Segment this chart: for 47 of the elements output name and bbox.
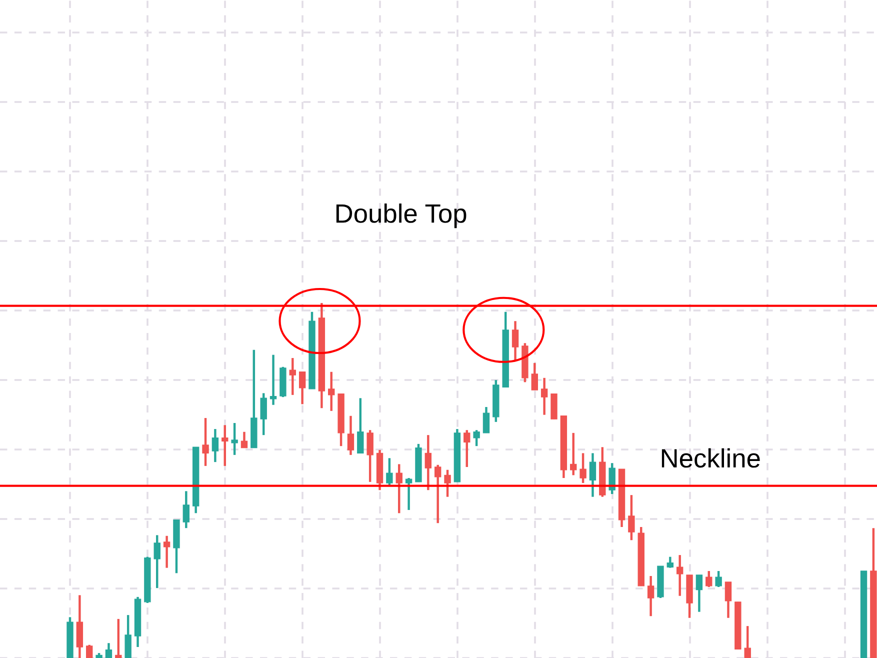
candlestick	[608, 462, 616, 496]
candlestick	[163, 534, 170, 569]
candlestick	[589, 452, 596, 498]
candlestick	[124, 614, 132, 658]
candlestick	[405, 476, 412, 512]
candlestick	[182, 490, 190, 530]
candlestick	[724, 580, 732, 619]
candlestick	[512, 320, 519, 362]
annotation: Neckline	[662, 448, 760, 468]
candlestick	[444, 468, 451, 498]
candlestick	[222, 424, 228, 468]
candlestick	[706, 570, 712, 588]
candlestick	[386, 457, 393, 486]
candlestick	[696, 574, 703, 613]
candlestick	[628, 494, 635, 542]
candlestick	[212, 428, 219, 464]
candlestick	[676, 554, 684, 597]
candlestick	[531, 362, 538, 392]
candlestick	[580, 452, 586, 484]
candlestick	[86, 644, 93, 658]
candlestick	[396, 463, 402, 514]
candlestick	[289, 356, 296, 396]
candlestick	[424, 434, 432, 492]
candlestick	[715, 570, 722, 588]
candlestick	[202, 416, 209, 468]
candlestick	[464, 428, 470, 468]
candlestick	[434, 464, 442, 524]
candlestick	[105, 642, 112, 658]
candlestick	[357, 397, 364, 454]
candlestick	[347, 414, 354, 456]
candlestick	[540, 376, 548, 416]
candlestick	[115, 618, 122, 658]
candlestick	[570, 432, 577, 476]
candlestick	[260, 392, 267, 436]
candlestick	[647, 574, 654, 618]
candlestick	[473, 428, 480, 448]
candlestick	[666, 556, 674, 569]
candlestick	[328, 370, 335, 412]
text: Double Top	[336, 204, 466, 228]
candlestick	[231, 422, 238, 456]
candlestick	[154, 534, 160, 590]
candlestick	[744, 624, 751, 658]
candlestick	[366, 428, 374, 484]
candlestick	[298, 370, 306, 406]
candlestick	[482, 406, 490, 434]
candlestick	[240, 430, 248, 449]
candlestick	[270, 354, 277, 406]
